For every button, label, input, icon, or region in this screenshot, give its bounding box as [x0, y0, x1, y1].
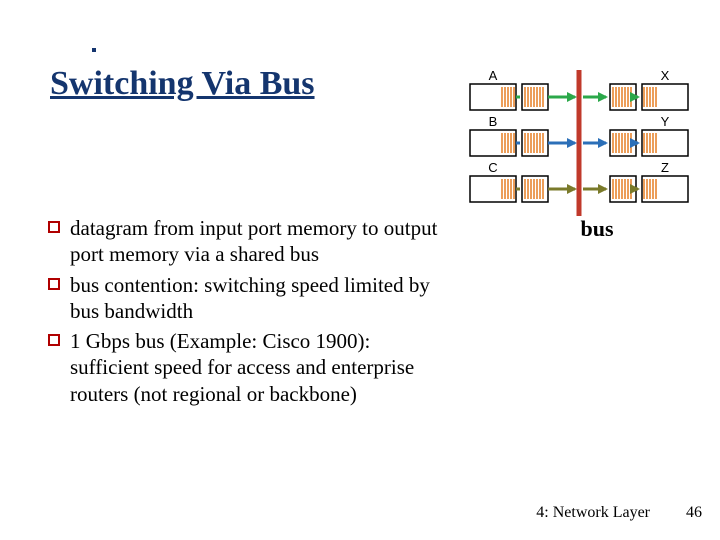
bullet-text: 1 Gbps bus (Example: Cisco 1900): suffic…: [70, 329, 414, 406]
svg-text:B: B: [489, 114, 498, 129]
slide-title: Switching Via Bus: [50, 65, 315, 103]
list-item: datagram from input port memory to outpu…: [48, 215, 448, 268]
footer-section: 4: Network Layer: [536, 504, 650, 522]
list-item: bus contention: switching speed limited …: [48, 272, 448, 325]
svg-text:A: A: [489, 68, 498, 83]
bullet-text: bus contention: switching speed limited …: [70, 273, 430, 323]
list-item: 1 Gbps bus (Example: Cisco 1900): suffic…: [48, 328, 448, 407]
bus-diagram: A X B Y C Zbus: [462, 52, 702, 237]
bullet-text: datagram from input port memory to outpu…: [70, 216, 437, 266]
svg-text:C: C: [488, 160, 497, 175]
bullet-marker-icon: [48, 334, 60, 346]
bullet-list: datagram from input port memory to outpu…: [48, 215, 448, 411]
bullet-marker-icon: [48, 278, 60, 290]
footer-page: 46: [686, 504, 702, 522]
bullet-marker-icon: [48, 221, 60, 233]
svg-text:Z: Z: [661, 160, 669, 175]
svg-text:Y: Y: [661, 114, 670, 129]
decorative-dot: [92, 48, 96, 52]
svg-text:bus: bus: [580, 216, 613, 237]
svg-text:X: X: [661, 68, 670, 83]
